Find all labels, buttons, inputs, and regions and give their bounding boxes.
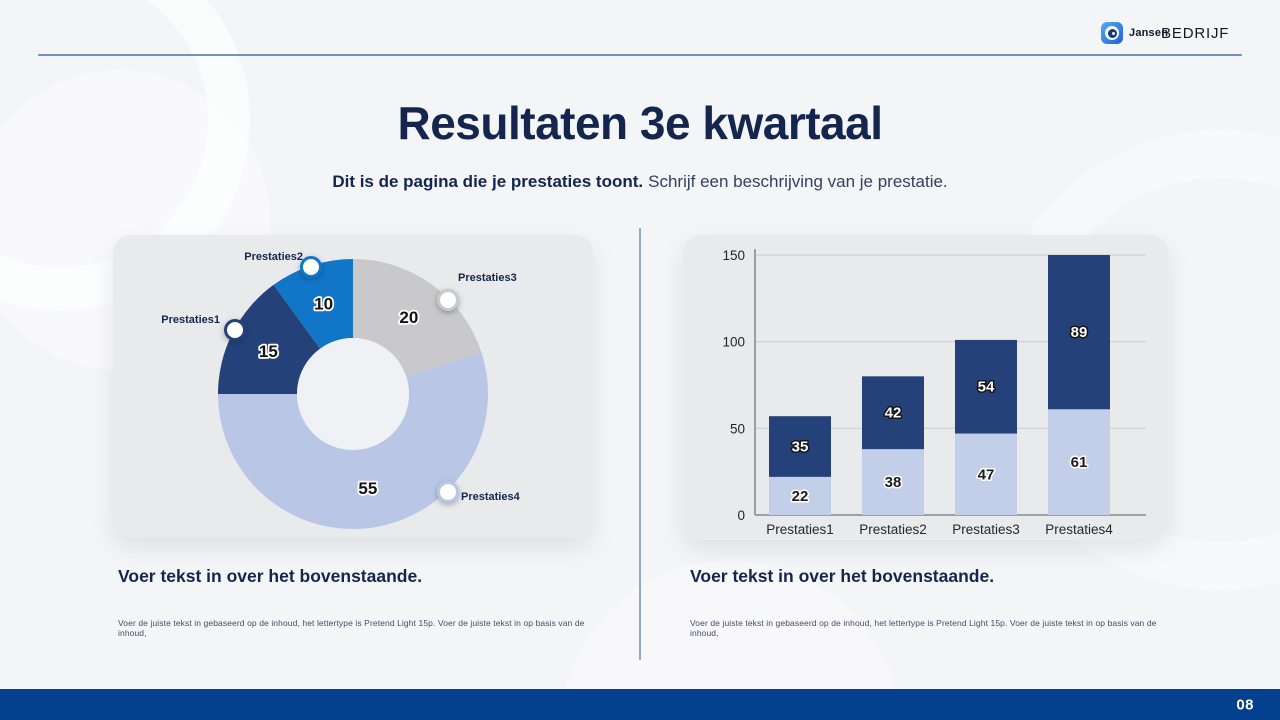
lens-icon [1105, 26, 1119, 40]
bar-segment-prestaties1-bottom-segment [769, 476, 831, 515]
stacked-bar-chart: 0 50 100 150 22 35 Prestaties1 38 42 Prestaties2 4… [722, 248, 1146, 537]
brand-logo-icon [1101, 22, 1123, 44]
bar-segment-prestaties2-top-segment [862, 376, 924, 450]
subtitle-regular-text: Schrijf een beschrijving van je prestati… [648, 172, 948, 191]
lens-dot-icon [1107, 28, 1117, 38]
donut-value-label: 10 [314, 295, 333, 314]
right-section-body: Voer de juiste tekst in gebaseerd op de … [690, 618, 1157, 638]
x-axis-category-label: Prestaties1 [766, 522, 834, 537]
left-section-heading: Voer tekst in over het bovenstaande. [118, 566, 423, 586]
section-divider-line [639, 228, 641, 660]
donut-segment-prestaties4 [218, 352, 488, 529]
bar-value-label: 54 [978, 379, 995, 396]
donut-rim-marker-prestaties4 [437, 481, 459, 503]
donut-value-label: 15 [259, 342, 278, 361]
y-axis-tick-label: 50 [730, 421, 745, 436]
brand-name-primary: Jansen [1129, 27, 1169, 39]
page-number: 08 [1236, 696, 1254, 713]
page-title: Resultaten 3e kwartaal [397, 97, 883, 149]
donut-segment-prestaties2 [273, 259, 353, 349]
lens-highlight-icon [1111, 31, 1115, 35]
donut-rim-marker-prestaties1 [224, 319, 246, 341]
header-divider-line [38, 54, 1242, 56]
bar-value-label: 38 [885, 474, 902, 491]
brand-logo: Jansen BEDRIJF [1101, 20, 1229, 46]
bar-value-label: 47 [978, 466, 995, 483]
bar-segment-prestaties3-top-segment [955, 339, 1017, 434]
bar-segment-prestaties2-bottom-segment [862, 449, 924, 515]
donut-callout-prestaties4: Prestaties4 [461, 491, 520, 503]
bar-segment-prestaties1-top-segment [769, 416, 831, 477]
bar-segment-prestaties4-top-segment [1048, 255, 1110, 410]
donut-rim-marker-prestaties2 [300, 256, 322, 278]
donut-value-label: 55 [358, 479, 377, 498]
donut-segment-prestaties1 [218, 284, 321, 394]
footer-bar: 08 [0, 689, 1280, 720]
bar-value-label: 61 [1071, 454, 1088, 471]
y-axis-tick-label: 100 [722, 335, 745, 350]
donut-chart-card: 20 55 15 10 Prestaties1 Prestaties2 Prestat… [113, 235, 593, 538]
subtitle-bold-text: Dit is de pagina die je prestaties toont… [332, 172, 644, 191]
y-axis-tick-label: 150 [722, 248, 745, 263]
bar-segment-prestaties3-bottom-segment [955, 433, 1017, 515]
brand-name-secondary: BEDRIJF [1161, 24, 1230, 42]
y-axis-tick-label: 0 [737, 508, 745, 523]
page-subtitle: Dit is de pagina die je prestaties toont… [0, 172, 1280, 192]
donut-callout-prestaties2: Prestaties2 [244, 251, 303, 263]
x-axis-category-label: Prestaties3 [952, 522, 1020, 537]
donut-chart: 20 55 15 10 [218, 259, 488, 529]
left-section-body: Voer de juiste tekst in gebaseerd op de … [118, 618, 585, 638]
donut-callout-prestaties3: Prestaties3 [458, 272, 517, 284]
bar-value-label: 35 [792, 439, 809, 456]
bar-value-label: 22 [792, 488, 809, 505]
bar-value-label: 89 [1071, 324, 1088, 341]
x-axis-category-label: Prestaties4 [1045, 522, 1113, 537]
x-axis-category-label: Prestaties2 [859, 522, 927, 537]
donut-rim-marker-prestaties3 [437, 289, 459, 311]
donut-hole [297, 338, 409, 450]
bar-value-label: 42 [885, 405, 902, 422]
donut-segment-prestaties3 [353, 259, 482, 377]
donut-callout-prestaties1: Prestaties1 [161, 314, 220, 326]
right-section-heading: Voer tekst in over het bovenstaande. [690, 566, 995, 586]
bar-chart-card: 0 50 100 150 22 35 Prestaties1 38 42 Prestaties2 4… [683, 235, 1168, 540]
donut-value-label: 20 [399, 308, 418, 327]
bar-segment-prestaties4-bottom-segment [1048, 409, 1110, 515]
